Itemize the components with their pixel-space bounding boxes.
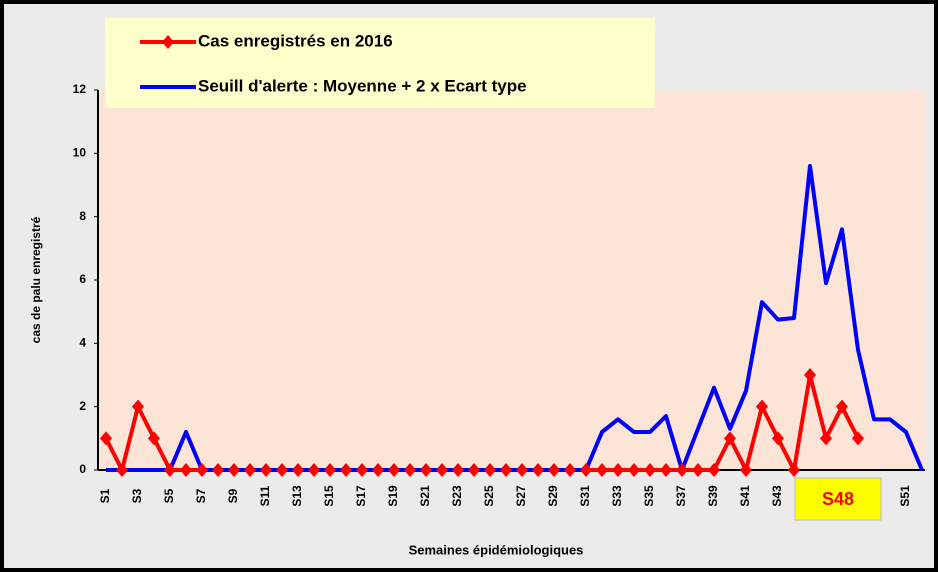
marker [100, 431, 112, 446]
legend-marker [162, 35, 174, 49]
y-tick-label: 2 [79, 399, 86, 413]
marker [404, 463, 416, 477]
marker [260, 463, 272, 477]
marker [452, 463, 464, 477]
marker [340, 463, 352, 477]
marker [708, 463, 720, 477]
marker [292, 463, 304, 477]
marker [180, 463, 192, 477]
x-tick-label: S39 [706, 485, 720, 507]
marker [852, 431, 864, 446]
y-axis-label: cas de palu enregistré [29, 216, 43, 343]
marker [596, 463, 608, 477]
marker [484, 463, 496, 477]
x-tick-label: S13 [290, 485, 304, 507]
y-tick-label: 0 [79, 462, 86, 476]
marker [724, 431, 736, 446]
y-tick-label: 4 [79, 336, 86, 350]
marker [580, 463, 592, 477]
marker [740, 463, 752, 477]
x-tick-label: S23 [450, 485, 464, 507]
x-tick-label: S11 [258, 485, 272, 506]
y-tick-label: 12 [73, 82, 87, 96]
x-tick-label: S35 [642, 485, 656, 507]
x-tick-label: S15 [322, 485, 336, 507]
marker [676, 463, 688, 477]
marker [564, 463, 576, 477]
marker [324, 463, 336, 477]
x-axis-label: Semaines épidémiologiques [409, 542, 584, 557]
marker [836, 399, 848, 414]
x-tick-label: S1 [98, 488, 112, 503]
marker [276, 463, 288, 477]
annotation-box [794, 477, 882, 521]
marker [228, 463, 240, 477]
marker [420, 463, 432, 477]
x-tick-label: S21 [418, 485, 432, 507]
marker [196, 463, 208, 477]
marker [644, 463, 656, 477]
marker [148, 431, 160, 446]
x-tick-label: S51 [898, 485, 912, 507]
marker [804, 368, 816, 382]
series-line [106, 164, 924, 472]
x-tick-label: S41 [738, 485, 752, 507]
y-tick-label: 8 [79, 209, 86, 223]
marker [372, 463, 384, 477]
legend-box [105, 18, 655, 108]
x-tick-label: S25 [482, 485, 496, 507]
marker [244, 463, 256, 477]
x-tick-label: S3 [130, 488, 144, 503]
marker [820, 431, 832, 446]
plot-area [98, 90, 925, 470]
marker [548, 463, 560, 477]
marker [436, 463, 448, 477]
marker [388, 463, 400, 477]
marker [660, 463, 672, 477]
marker [772, 431, 784, 446]
marker [356, 463, 368, 477]
x-tick-label: S17 [354, 485, 368, 507]
annotation: S48 [822, 489, 854, 509]
x-tick-label: S7 [194, 488, 208, 503]
legend-label: Seuill d'alerte : Moyenne + 2 x Ecart ty… [198, 76, 527, 95]
marker [164, 463, 176, 477]
marker [628, 463, 640, 477]
x-tick-label: S19 [386, 485, 400, 507]
y-tick-label: 6 [79, 272, 86, 286]
marker [692, 463, 704, 477]
x-tick-label: S33 [610, 485, 624, 507]
marker [500, 463, 512, 477]
marker [212, 463, 224, 477]
marker [532, 463, 544, 477]
x-tick-label: S29 [546, 485, 560, 507]
x-tick-label: S31 [578, 485, 592, 507]
x-tick-label: S5 [162, 488, 176, 503]
marker [132, 399, 144, 414]
marker [756, 399, 768, 414]
marker [468, 463, 480, 477]
marker [612, 463, 624, 477]
legend-label: Cas enregistrés en 2016 [198, 31, 393, 50]
marker [788, 463, 800, 477]
x-tick-label: S9 [226, 488, 240, 503]
x-tick-label: S27 [514, 485, 528, 507]
x-tick-label: S37 [674, 485, 688, 507]
y-tick-label: 10 [73, 146, 87, 160]
marker [516, 463, 528, 477]
x-tick-label: S43 [770, 485, 784, 507]
marker [308, 463, 320, 477]
marker [116, 463, 128, 477]
